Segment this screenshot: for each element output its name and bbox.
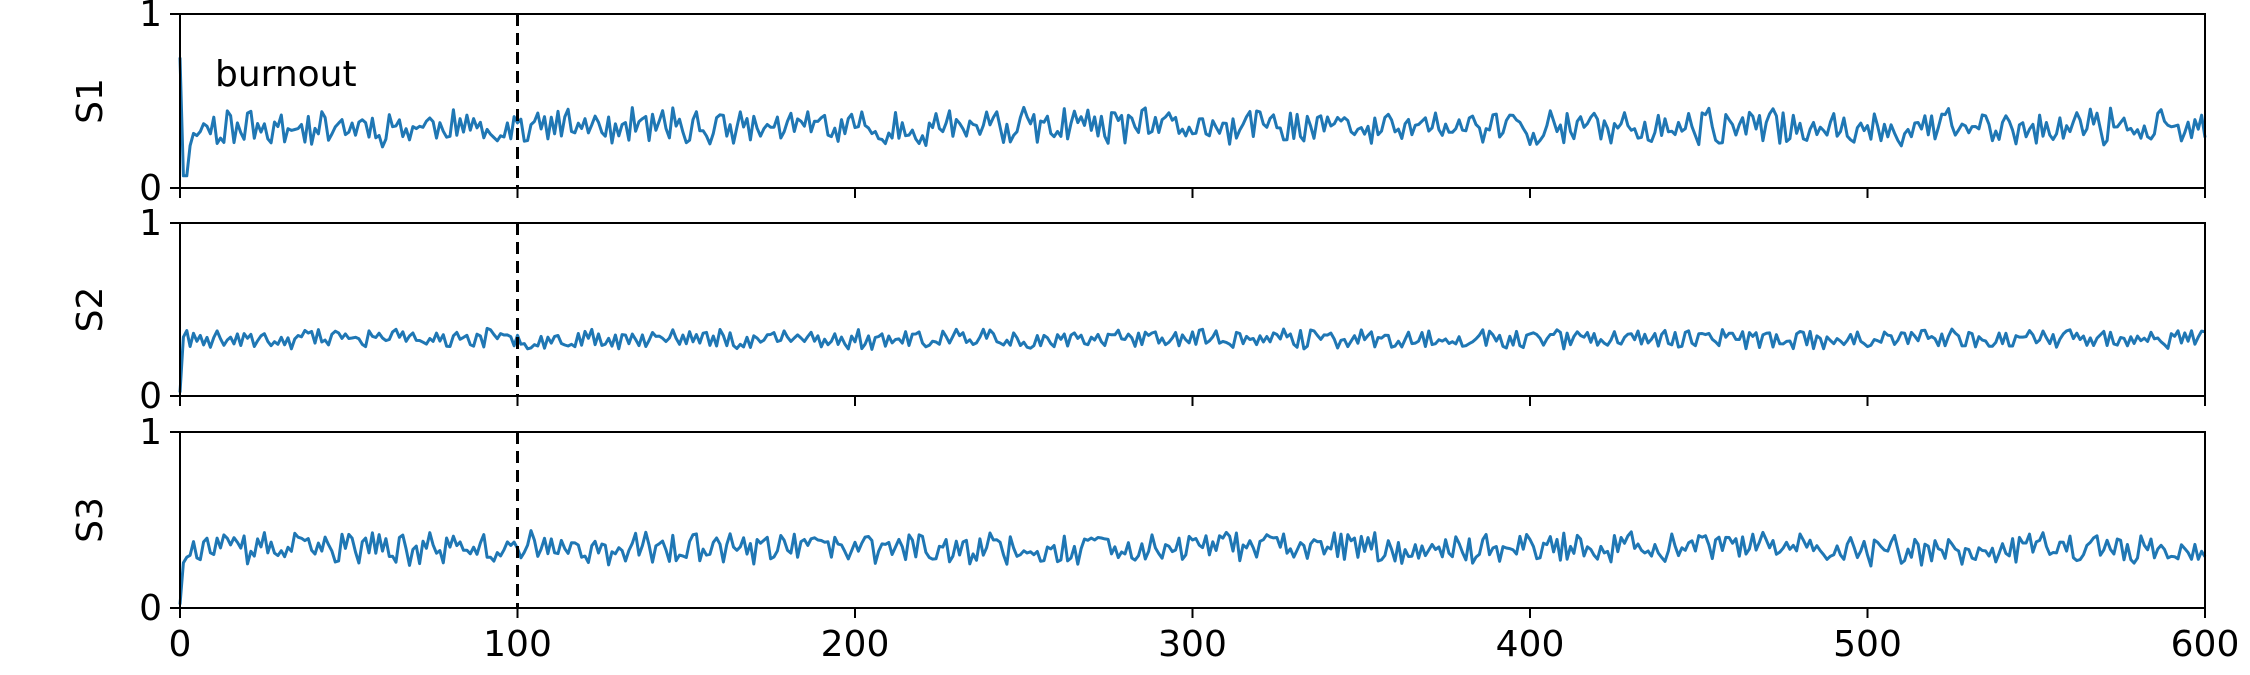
y-tick-label: 0	[139, 588, 162, 629]
burnout-annotation: burnout	[215, 54, 357, 95]
y-tick-label: 0	[139, 376, 162, 417]
y-tick-label: 1	[139, 203, 162, 244]
axes-frame	[179, 13, 2206, 189]
x-tick-label: 100	[483, 624, 552, 665]
x-tick-label: 500	[1833, 624, 1902, 665]
y-axis-label: S1	[70, 78, 111, 124]
x-tick-label: 200	[821, 624, 890, 665]
axes-frame	[179, 431, 2206, 609]
series-line-s1	[178, 57, 2207, 178]
series-line-s3	[178, 529, 2207, 605]
y-axis-label: S2	[70, 287, 111, 333]
axes-frame	[179, 222, 2206, 397]
y-tick-label: 1	[139, 412, 162, 453]
x-tick-label: 400	[1496, 624, 1565, 665]
x-tick-label: 0	[169, 624, 192, 665]
series-line-s2	[178, 326, 2206, 393]
y-tick-label: 0	[139, 168, 162, 209]
y-tick-label: 1	[139, 0, 162, 35]
y-axis-label: S3	[70, 497, 111, 543]
x-tick-label: 600	[2171, 624, 2240, 665]
x-tick-label: 300	[1158, 624, 1227, 665]
